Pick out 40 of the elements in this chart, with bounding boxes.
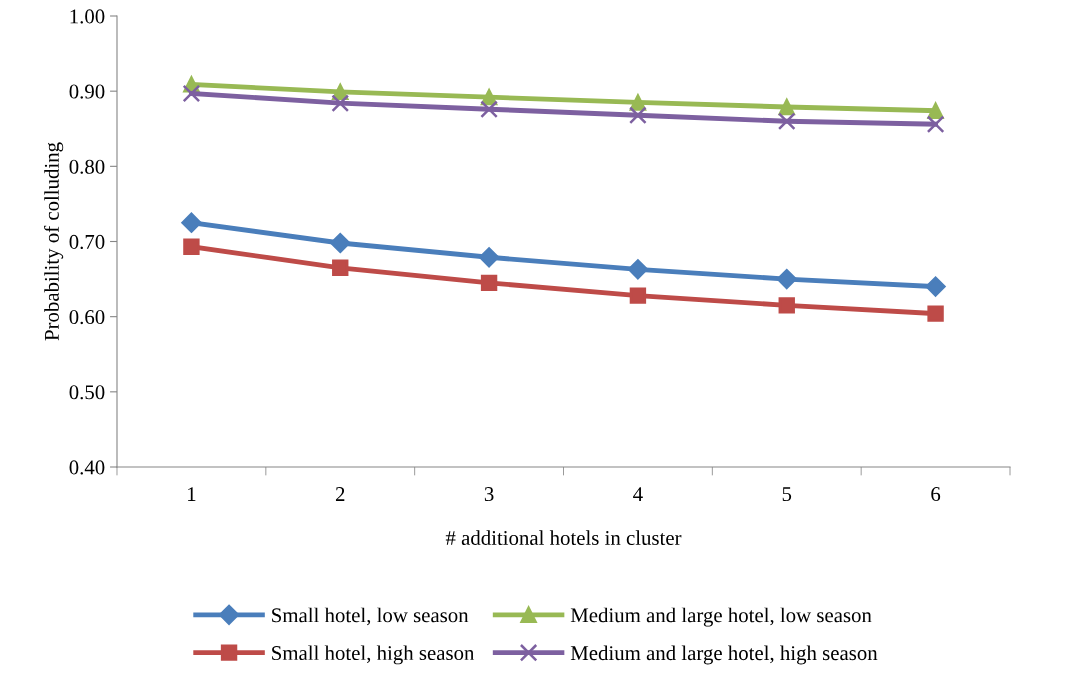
x-tick-label: 1 bbox=[188, 487, 196, 501]
point bbox=[478, 247, 500, 268]
y-axis-title: Probability of colluding bbox=[44, 142, 64, 341]
legend-label: Medium and large hotel, high season bbox=[570, 645, 878, 665]
y-tick-label: 0.50 bbox=[69, 385, 105, 400]
x-tick-label: 4 bbox=[633, 487, 643, 501]
x-tick-label: 5 bbox=[782, 487, 792, 502]
point bbox=[629, 287, 647, 304]
x-tick-label: 6 bbox=[931, 487, 941, 502]
point bbox=[332, 259, 349, 276]
point bbox=[927, 305, 944, 322]
legend-label: Small hotel, low season bbox=[272, 607, 469, 626]
x-tick-label: 2 bbox=[335, 487, 345, 501]
point bbox=[629, 106, 647, 125]
point bbox=[778, 297, 795, 314]
y-tick-label: 0.40 bbox=[69, 460, 105, 475]
point bbox=[480, 100, 498, 119]
x-tick-label: 3 bbox=[484, 487, 494, 502]
point bbox=[181, 212, 202, 233]
y-tick-label: 1.00 bbox=[70, 9, 105, 24]
point bbox=[778, 98, 795, 116]
point bbox=[183, 238, 200, 255]
point bbox=[480, 274, 498, 292]
point bbox=[927, 102, 944, 119]
point bbox=[629, 94, 647, 111]
point bbox=[182, 84, 201, 103]
y-tick-label: 0.90 bbox=[69, 84, 105, 99]
point bbox=[627, 259, 649, 280]
x-axis-title: # additional hotels in cluster bbox=[445, 530, 682, 545]
point bbox=[777, 112, 796, 131]
point bbox=[331, 94, 350, 113]
point bbox=[330, 232, 351, 254]
point bbox=[776, 268, 797, 290]
y-tick-label: 0.70 bbox=[69, 234, 105, 250]
y-tick-label: 0.60 bbox=[69, 310, 105, 325]
point bbox=[926, 115, 945, 134]
legend-label: Medium and large hotel, low season bbox=[570, 607, 872, 627]
point bbox=[925, 276, 946, 297]
legend-label: Small hotel, high season bbox=[272, 645, 475, 665]
y-tick-label: 0.80 bbox=[69, 159, 105, 174]
